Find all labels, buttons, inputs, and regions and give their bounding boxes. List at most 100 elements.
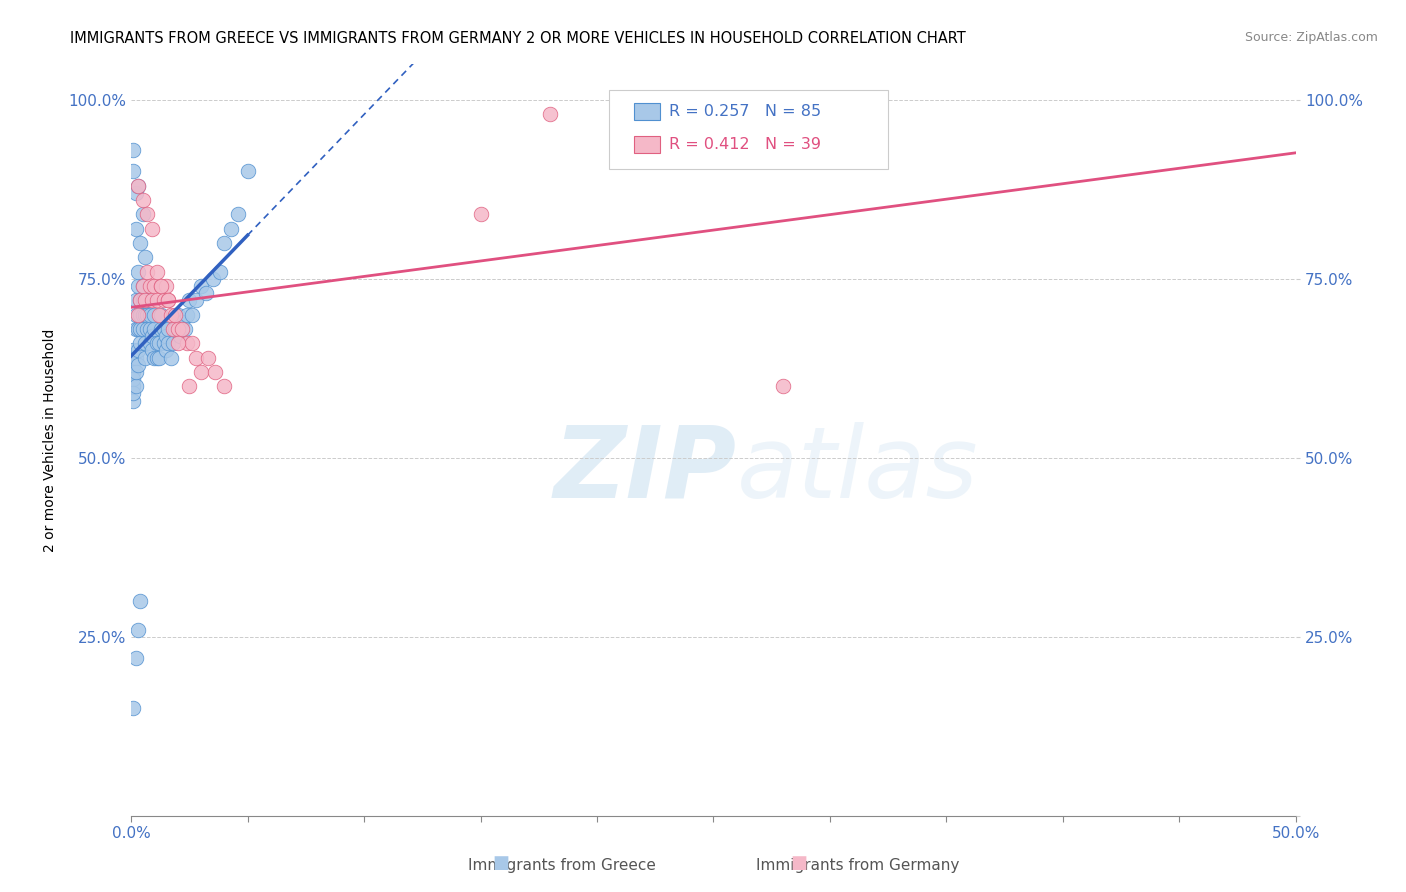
Point: [136, 207, 159, 221]
Point: [127, 358, 149, 372]
Point: [155, 279, 177, 293]
Point: [143, 351, 166, 365]
Point: [122, 379, 145, 393]
Point: [125, 379, 148, 393]
Point: [122, 343, 145, 358]
Point: [129, 236, 152, 251]
Point: [201, 272, 224, 286]
Point: [134, 336, 156, 351]
Point: [159, 308, 181, 322]
Point: [125, 351, 148, 365]
Point: [176, 336, 198, 351]
Point: [125, 293, 148, 308]
Point: [145, 336, 167, 351]
Point: [157, 322, 180, 336]
Point: [127, 308, 149, 322]
Point: [125, 308, 148, 322]
Point: [219, 221, 242, 235]
Point: [129, 594, 152, 608]
Point: [150, 279, 173, 293]
FancyBboxPatch shape: [634, 136, 659, 153]
Point: [194, 286, 217, 301]
Point: [136, 322, 159, 336]
Point: [145, 351, 167, 365]
Point: [176, 308, 198, 322]
Point: [125, 186, 148, 200]
Text: Immigrants from Germany: Immigrants from Germany: [756, 858, 959, 872]
Point: [148, 351, 170, 365]
Point: [172, 315, 194, 329]
Text: Source: ZipAtlas.com: Source: ZipAtlas.com: [1244, 31, 1378, 45]
Point: [122, 351, 145, 365]
Point: [204, 365, 226, 379]
Point: [150, 279, 173, 293]
Point: [132, 322, 155, 336]
Point: [129, 293, 152, 308]
Point: [155, 329, 177, 343]
Point: [143, 308, 166, 322]
Point: [132, 293, 155, 308]
Point: [127, 322, 149, 336]
Point: [145, 293, 167, 308]
Point: [122, 393, 145, 408]
Point: [122, 365, 145, 379]
Point: [772, 379, 794, 393]
Point: [132, 308, 155, 322]
Point: [125, 365, 148, 379]
Point: [152, 322, 174, 336]
Point: [166, 336, 188, 351]
Text: ■: ■: [492, 854, 509, 871]
Point: [138, 322, 160, 336]
Text: ZIP: ZIP: [554, 422, 737, 518]
Point: [127, 343, 149, 358]
Point: [173, 322, 195, 336]
Point: [169, 329, 191, 343]
Point: [165, 308, 187, 322]
Point: [180, 336, 202, 351]
Point: [179, 293, 201, 308]
Point: [122, 386, 145, 401]
Point: [141, 343, 163, 358]
Point: [162, 322, 184, 336]
Point: [190, 365, 212, 379]
Point: [132, 279, 155, 293]
Point: [180, 308, 202, 322]
Point: [226, 207, 249, 221]
Point: [125, 322, 148, 336]
Point: [148, 336, 170, 351]
Point: [134, 351, 156, 365]
Point: [145, 265, 167, 279]
Point: [136, 293, 159, 308]
Point: [141, 329, 163, 343]
Point: [470, 207, 492, 221]
Point: [138, 279, 160, 293]
Point: [122, 358, 145, 372]
Point: [538, 107, 561, 121]
Point: [132, 207, 155, 221]
Point: [136, 308, 159, 322]
Point: [143, 279, 166, 293]
FancyBboxPatch shape: [634, 103, 659, 120]
Point: [129, 293, 152, 308]
Point: [134, 293, 156, 308]
Point: [141, 293, 163, 308]
Point: [134, 293, 156, 308]
Point: [132, 279, 155, 293]
Point: [127, 623, 149, 637]
Point: [162, 336, 184, 351]
Point: [122, 701, 145, 715]
Y-axis label: 2 or more Vehicles in Household: 2 or more Vehicles in Household: [44, 328, 58, 551]
Point: [122, 143, 145, 157]
Point: [179, 379, 201, 393]
Point: [132, 193, 155, 207]
Point: [236, 164, 259, 178]
Point: [127, 265, 149, 279]
Point: [136, 265, 159, 279]
Point: [150, 308, 173, 322]
Text: IMMIGRANTS FROM GREECE VS IMMIGRANTS FROM GERMANY 2 OR MORE VEHICLES IN HOUSEHOL: IMMIGRANTS FROM GREECE VS IMMIGRANTS FRO…: [70, 31, 966, 46]
Point: [157, 293, 180, 308]
Point: [157, 293, 180, 308]
Point: [152, 293, 174, 308]
Text: atlas: atlas: [737, 422, 979, 518]
Text: R = 0.412   N = 39: R = 0.412 N = 39: [669, 137, 821, 152]
